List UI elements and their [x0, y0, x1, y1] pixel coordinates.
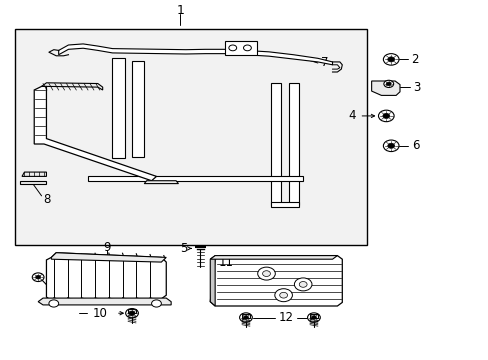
Circle shape [279, 292, 287, 298]
Bar [15, 29, 366, 245]
Circle shape [378, 110, 393, 122]
Polygon shape [271, 83, 281, 205]
Circle shape [383, 80, 393, 87]
Circle shape [262, 271, 270, 276]
Circle shape [129, 311, 135, 315]
Bar [224, 41, 256, 55]
Circle shape [257, 267, 275, 280]
Bar [127, 309, 136, 313]
Polygon shape [20, 181, 46, 184]
Text: 6: 6 [411, 139, 419, 152]
Circle shape [299, 282, 306, 287]
Text: 2: 2 [410, 53, 418, 66]
Polygon shape [112, 58, 124, 158]
Polygon shape [210, 256, 342, 306]
Polygon shape [51, 253, 166, 262]
Polygon shape [46, 253, 166, 301]
Polygon shape [22, 172, 46, 176]
Circle shape [243, 45, 251, 51]
Text: 3: 3 [412, 81, 420, 94]
Circle shape [387, 57, 394, 62]
Polygon shape [41, 83, 102, 90]
Circle shape [307, 313, 320, 322]
Circle shape [311, 316, 316, 319]
Circle shape [274, 289, 292, 302]
Circle shape [228, 45, 236, 51]
Circle shape [387, 143, 394, 148]
Text: 8: 8 [42, 193, 50, 206]
Circle shape [243, 316, 248, 319]
Bar [241, 314, 250, 318]
Polygon shape [88, 176, 303, 181]
Circle shape [383, 54, 398, 65]
Circle shape [32, 273, 44, 282]
Circle shape [239, 313, 252, 322]
Text: 4: 4 [347, 109, 355, 122]
Circle shape [382, 113, 389, 118]
Text: 11: 11 [218, 256, 233, 269]
Polygon shape [34, 86, 156, 181]
Polygon shape [59, 44, 332, 65]
Text: 9: 9 [102, 241, 110, 254]
Polygon shape [288, 83, 299, 205]
Circle shape [386, 82, 390, 86]
Bar [271, 202, 299, 207]
Polygon shape [144, 181, 178, 184]
Text: 1: 1 [176, 4, 183, 17]
Circle shape [151, 300, 161, 307]
Polygon shape [38, 298, 171, 305]
Bar [309, 314, 318, 318]
Circle shape [294, 278, 311, 291]
Circle shape [383, 140, 398, 152]
Text: 5: 5 [179, 242, 187, 255]
Circle shape [125, 309, 138, 318]
Polygon shape [371, 81, 399, 95]
Text: 12: 12 [278, 311, 293, 324]
Text: 10: 10 [93, 307, 107, 320]
Polygon shape [210, 256, 337, 259]
Text: 7: 7 [321, 57, 328, 69]
Circle shape [36, 275, 41, 279]
Polygon shape [210, 256, 215, 306]
Circle shape [49, 300, 59, 307]
Polygon shape [132, 61, 144, 157]
